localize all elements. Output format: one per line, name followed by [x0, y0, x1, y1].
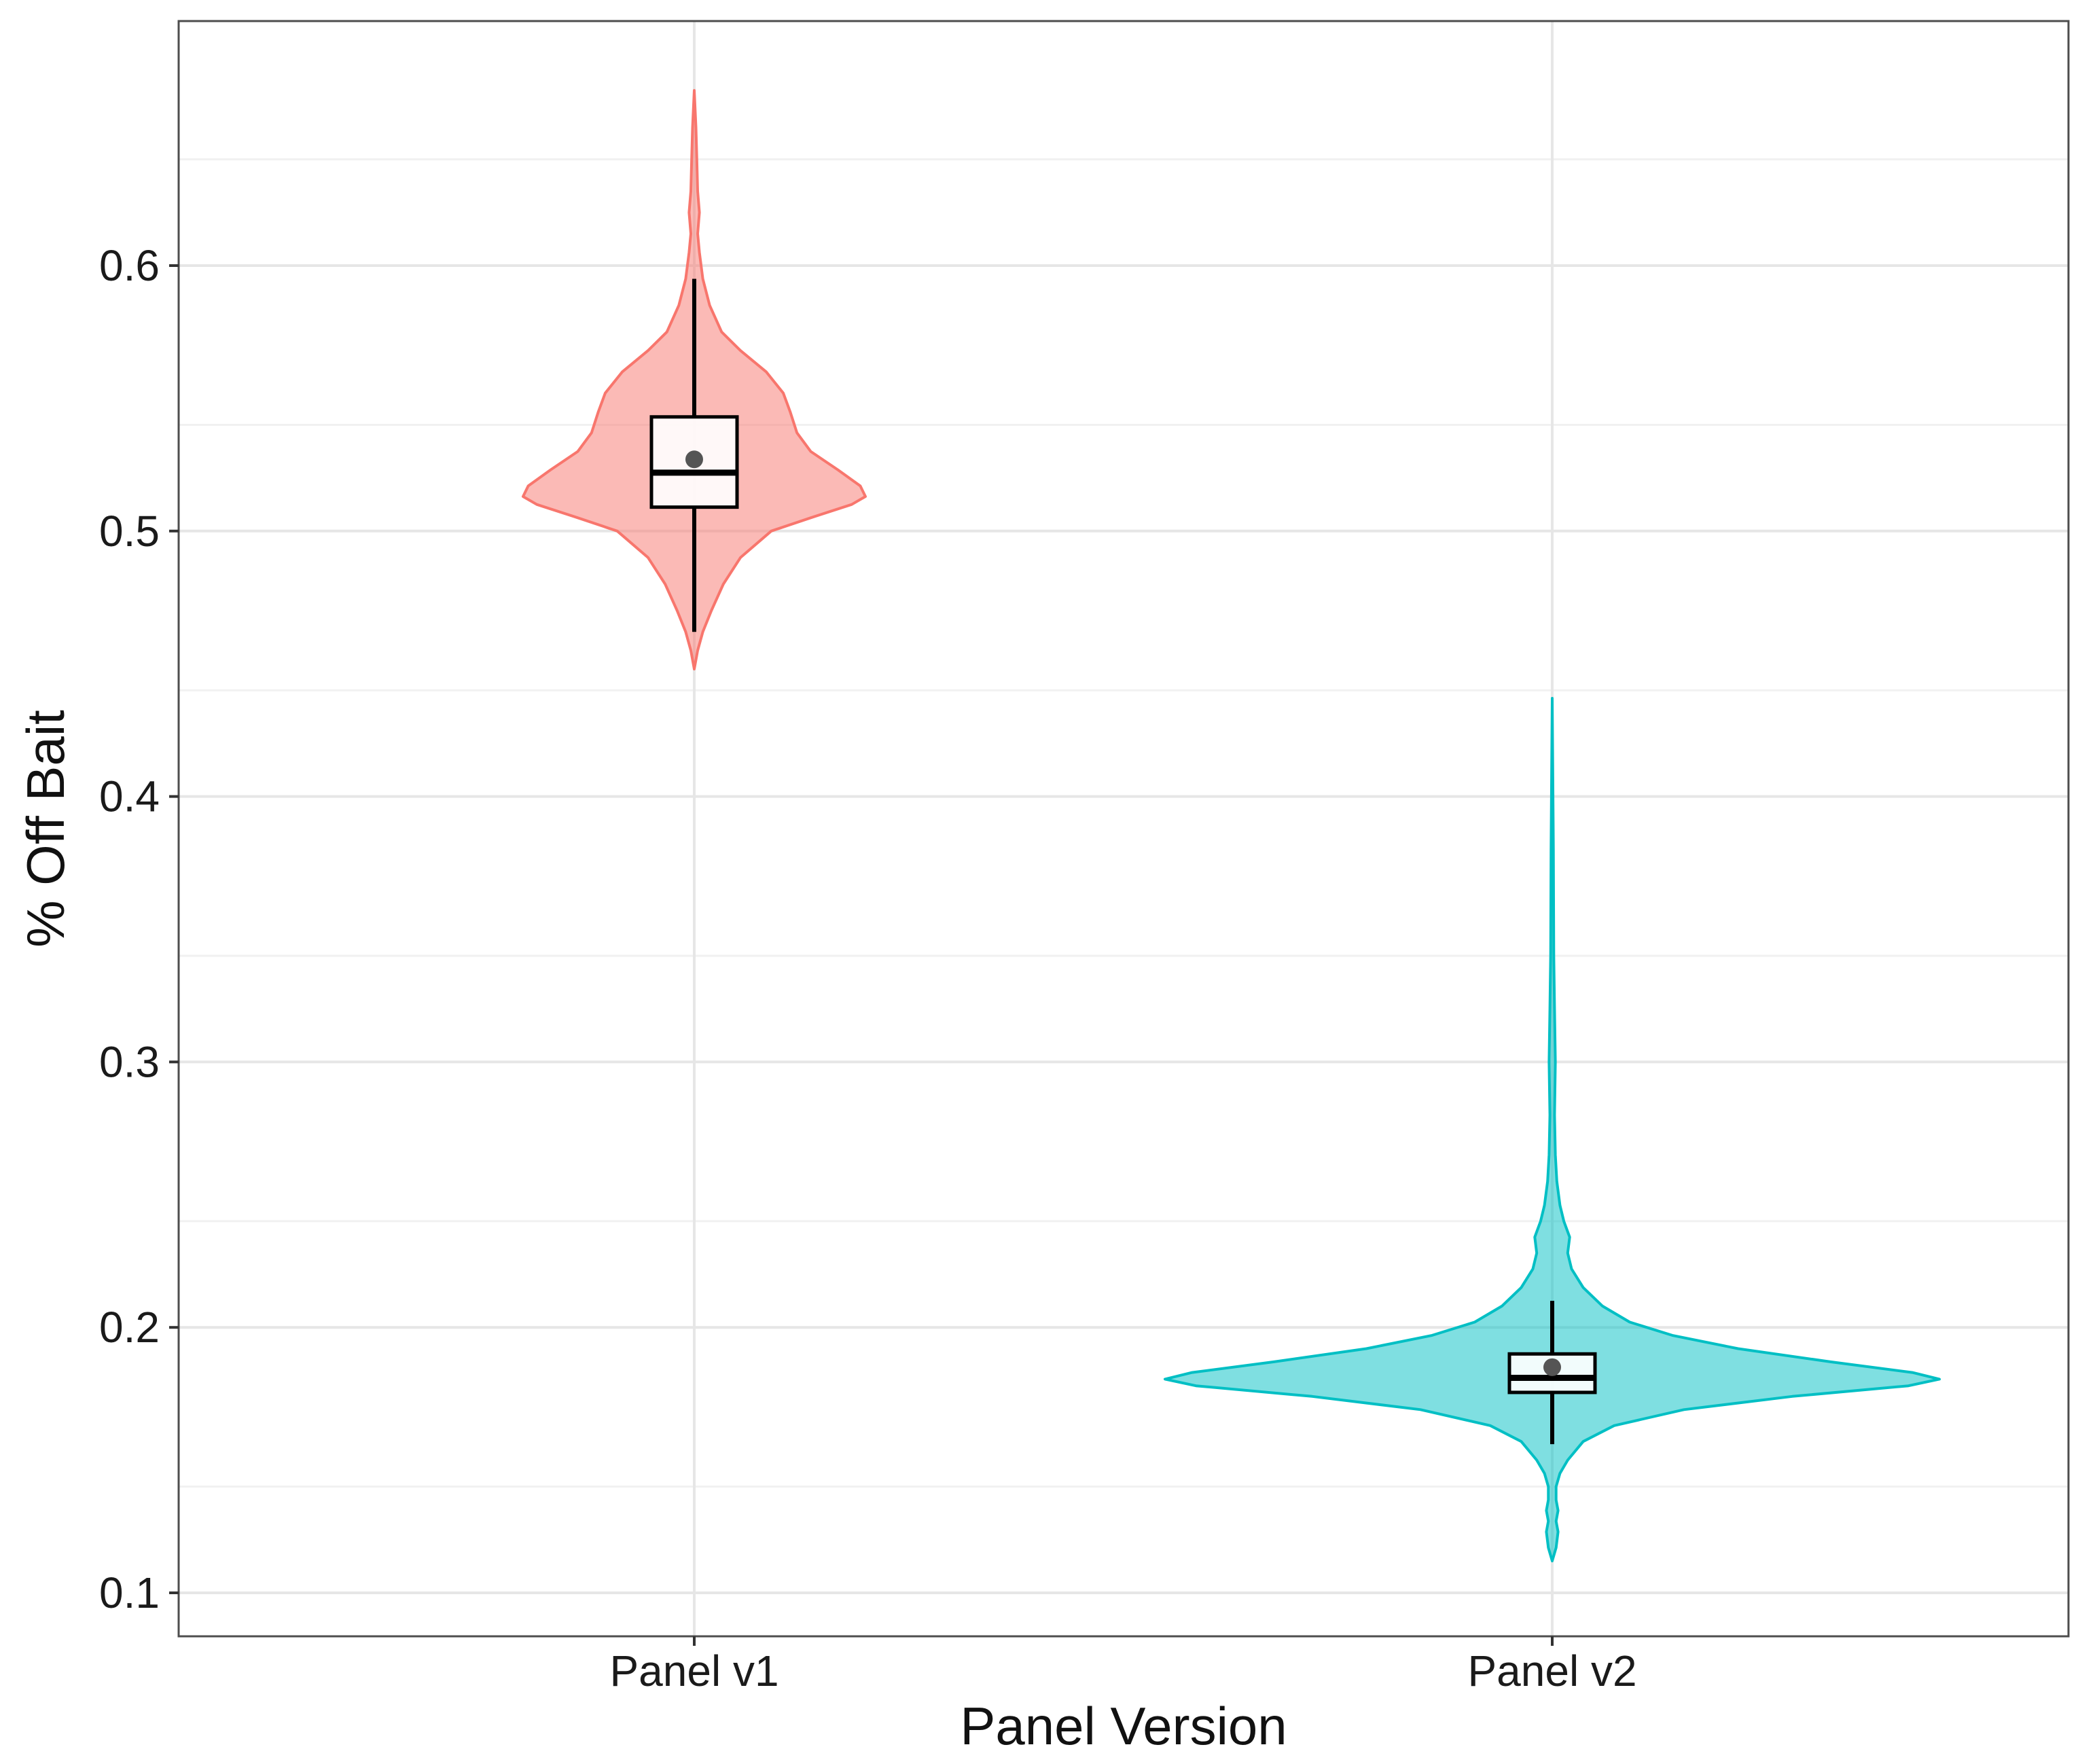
boxplots	[649, 278, 1597, 1445]
axes: 0.1 0.2 0.3 0.4 0.5 0.6 Panel v1 Panel v2	[99, 241, 1637, 1695]
x-axis-title: Panel Version	[960, 1696, 1287, 1756]
y-axis-title: % Off Bait	[16, 710, 75, 948]
x-tick-label: Panel v1	[609, 1646, 778, 1695]
y-tick-label: 0.2	[99, 1303, 160, 1352]
x-tick-label: Panel v2	[1467, 1646, 1636, 1695]
y-tick-label: 0.3	[99, 1037, 160, 1086]
violin-2	[1164, 697, 1941, 1563]
y-tick-label: 0.1	[99, 1568, 160, 1617]
plot-panel-border	[177, 20, 2070, 1638]
y-tick-label: 0.4	[99, 772, 160, 821]
mean-point	[1543, 1358, 1561, 1376]
y-tick-label: 0.5	[99, 507, 160, 556]
y-tick-label: 0.6	[99, 241, 160, 290]
mean-point	[685, 450, 703, 469]
